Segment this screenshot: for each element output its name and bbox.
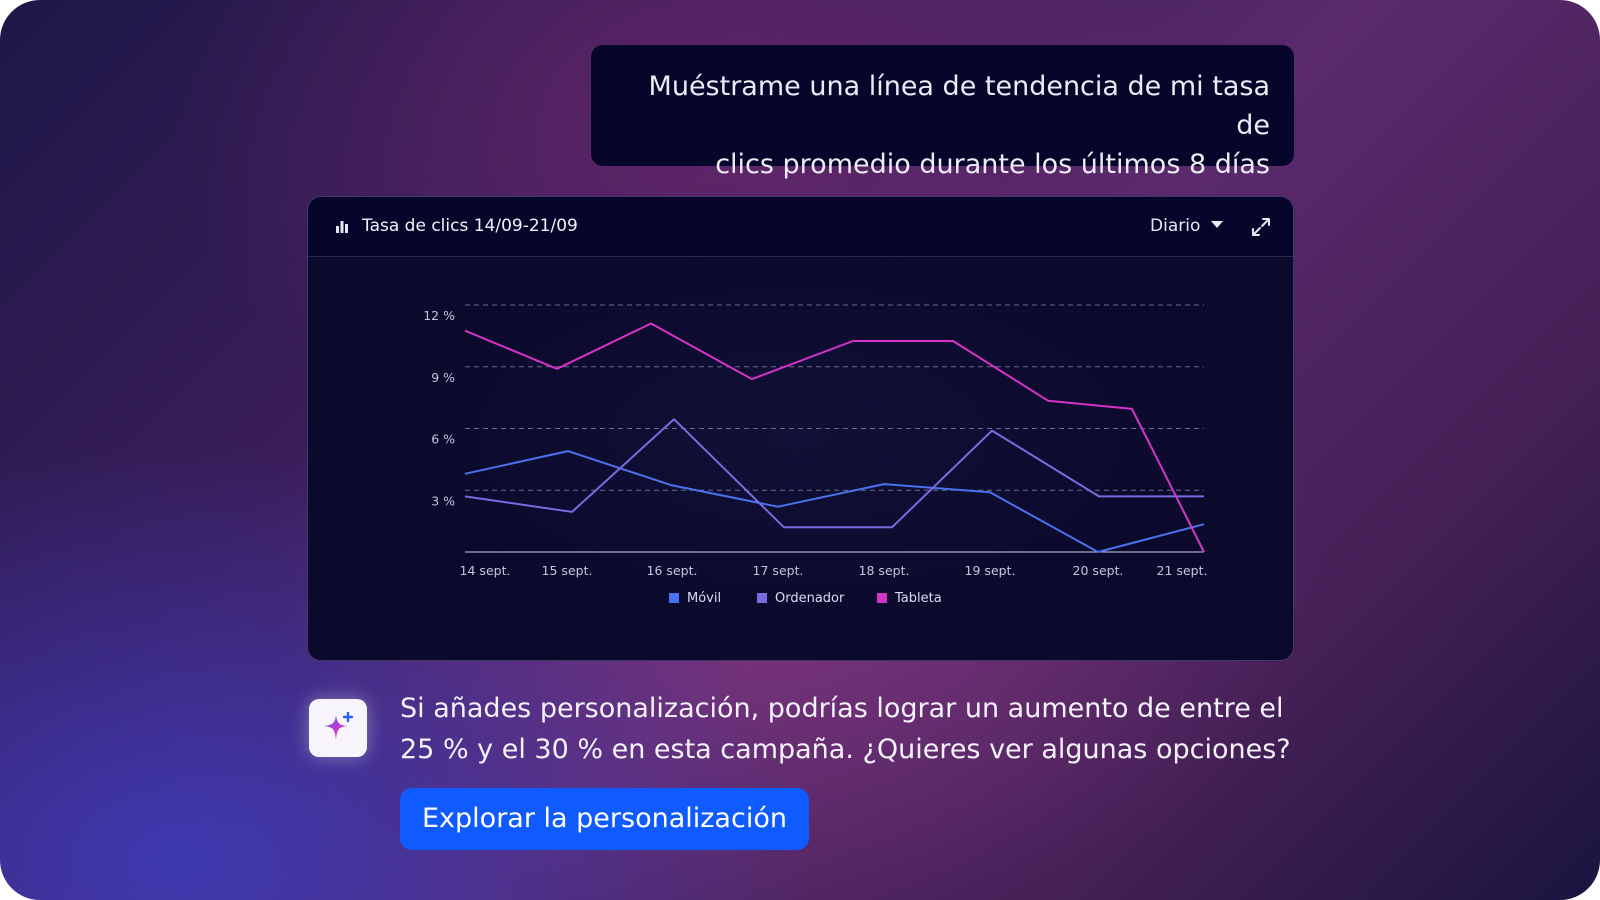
x-tick-label: 21 sept.	[1157, 563, 1208, 578]
user-prompt-line-1: Muéstrame una línea de tendencia de mi t…	[648, 71, 1270, 141]
sparkle-icon	[324, 711, 354, 740]
expand-icon[interactable]	[1251, 217, 1271, 237]
period-dropdown-label[interactable]: Diario	[1150, 216, 1201, 236]
x-tick-label: 17 sept.	[753, 563, 804, 578]
x-tick-label: 15 sept.	[542, 563, 593, 578]
y-tick-label: 9 %	[431, 370, 455, 385]
legend-label: Móvil	[687, 591, 721, 606]
y-tick-label: 3 %	[431, 493, 455, 508]
line-chart: 3 % 6 % 9 % 12 % 14 sept. 15 sept. 16 sept. 17 …	[423, 304, 1208, 606]
legend-label: Ordenador	[775, 591, 845, 606]
legend-swatch	[669, 593, 679, 603]
legend-swatch	[757, 593, 767, 603]
chart-card-header: Tasa de clics 14/09-21/09 Diario	[308, 197, 1293, 257]
x-tick-label: 18 sept.	[859, 563, 910, 578]
series-line-tableta	[464, 322, 1205, 553]
x-tick-label: 20 sept.	[1073, 563, 1124, 578]
legend-swatch	[877, 593, 887, 603]
y-tick-label: 12 %	[423, 308, 455, 323]
series-line-móvil	[464, 450, 1205, 553]
legend-label: Tableta	[894, 591, 942, 606]
user-prompt-line-2: clics promedio durante los últimos 8 día…	[715, 149, 1270, 180]
chart-card-title: Tasa de clics 14/09-21/09	[362, 216, 578, 236]
x-tick-label: 14 sept.	[460, 563, 511, 578]
line-chart-area: 3 % 6 % 9 % 12 % 14 sept. 15 sept. 16 sept. 17 …	[308, 257, 1293, 660]
x-tick-label: 16 sept.	[647, 563, 698, 578]
chart-card: Tasa de clics 14/09-21/09 Diario 3 % 6 % 9…	[307, 196, 1294, 661]
series-line-ordenador	[464, 418, 1204, 529]
bar-chart-icon	[336, 221, 348, 233]
x-tick-label: 19 sept.	[965, 563, 1016, 578]
assistant-message: Si añades personalización, podrías logra…	[400, 693, 1291, 765]
assistant-avatar	[309, 699, 367, 757]
user-prompt-bubble: Muéstrame una línea de tendencia de mi t…	[591, 45, 1294, 180]
y-tick-label: 6 %	[431, 432, 455, 447]
caret-down-icon[interactable]	[1211, 221, 1223, 228]
explore-personalization-button[interactable]: Explorar la personalización	[400, 788, 809, 850]
